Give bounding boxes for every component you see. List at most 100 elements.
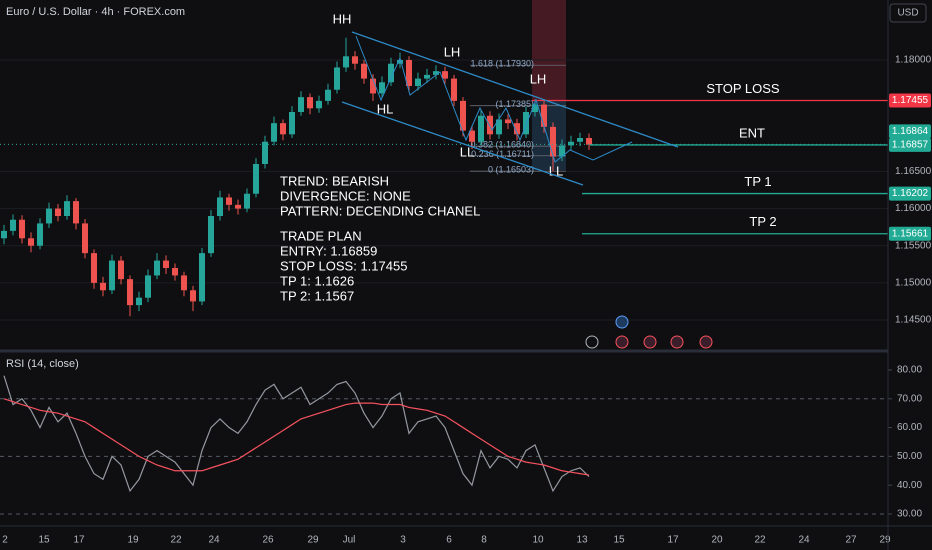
candle-body xyxy=(10,219,16,231)
x-tick-label: Jul xyxy=(343,535,356,546)
candle-body xyxy=(271,123,277,142)
candle-body xyxy=(514,123,520,135)
rsi-line xyxy=(3,375,590,493)
candle-body xyxy=(226,197,232,205)
candle-body xyxy=(100,282,106,291)
event-icon[interactable] xyxy=(643,335,657,349)
candle-body xyxy=(577,138,583,142)
price-box xyxy=(889,93,931,108)
candle-body xyxy=(127,279,133,306)
event-icon[interactable] xyxy=(699,335,713,349)
x-tick-label: 8 xyxy=(481,535,487,546)
y-tick-label: 1.16000 xyxy=(895,203,932,214)
candle-body xyxy=(244,193,250,209)
event-icon[interactable] xyxy=(615,335,629,349)
channel-upper xyxy=(351,31,679,148)
candle-body xyxy=(208,216,214,254)
candle-body xyxy=(496,119,502,135)
candle-body xyxy=(541,104,547,127)
candle-body xyxy=(190,290,196,302)
candle-body xyxy=(19,219,25,239)
y-tick-label: 30.00 xyxy=(897,509,922,520)
x-tick-label: 10 xyxy=(532,535,544,546)
candle-body xyxy=(1,230,7,239)
candle-body xyxy=(487,115,493,135)
x-tick-label: 20 xyxy=(711,535,723,546)
candle-body xyxy=(397,60,403,64)
candle-body xyxy=(235,204,241,209)
candle-body xyxy=(82,223,88,254)
candle-body xyxy=(163,260,169,268)
price-box xyxy=(889,226,931,241)
fib-label: 0.382 (1.16840) xyxy=(470,140,534,150)
currency-box[interactable] xyxy=(889,3,927,23)
price-box xyxy=(889,186,931,201)
rsi-title: RSI (14, close) xyxy=(6,358,79,370)
candle-body xyxy=(154,260,160,276)
fib-label: 0 (1.16503) xyxy=(488,165,534,175)
price-box xyxy=(889,124,931,139)
y-tick-label: 1.14500 xyxy=(895,315,932,326)
candle-body xyxy=(352,56,358,64)
candle-body xyxy=(199,253,205,302)
x-tick-label: 17 xyxy=(667,535,679,546)
candle-body xyxy=(460,100,466,131)
candle-body xyxy=(109,260,115,291)
y-tick-label: 40.00 xyxy=(897,480,922,491)
event-icon[interactable] xyxy=(585,335,599,349)
note: STOP LOSS: 1.17455 xyxy=(280,258,407,273)
event-icon[interactable] xyxy=(615,315,629,329)
price-box-label: 1.17455 xyxy=(892,95,929,106)
x-tick-label: 3 xyxy=(400,535,406,546)
y-tick-label: 60.00 xyxy=(897,422,922,433)
candle-body xyxy=(532,104,538,113)
candle-body xyxy=(550,126,556,157)
note: TREND: BEARISH xyxy=(280,173,389,188)
candle-body xyxy=(64,201,70,217)
currency: USD xyxy=(897,8,918,19)
x-tick-label: 15 xyxy=(38,535,50,546)
candle-body xyxy=(28,238,34,246)
x-tick-label: 19 xyxy=(127,535,139,546)
note: TP 2: 1.1567 xyxy=(280,288,354,303)
fib-label: 0.236 (1.16711) xyxy=(471,149,534,159)
candle-body xyxy=(37,223,43,246)
level-label: TP 1 xyxy=(744,174,771,189)
candle-body xyxy=(73,201,79,224)
x-tick-label: 2 xyxy=(2,535,8,546)
candle-body xyxy=(91,253,97,283)
candle-body xyxy=(262,141,268,165)
x-tick-label: 29 xyxy=(307,535,319,546)
wave-path xyxy=(355,35,633,163)
note: TP 1: 1.1626 xyxy=(280,273,354,288)
candle-body xyxy=(433,71,439,75)
y-tick-label: 50.00 xyxy=(897,451,922,462)
candle-body xyxy=(505,119,511,124)
candle-body xyxy=(307,97,313,109)
candle-body xyxy=(55,208,61,217)
x-tick-label: 13 xyxy=(576,535,588,546)
candle-body xyxy=(469,130,475,142)
candle-body xyxy=(406,60,412,87)
candle-body xyxy=(442,71,448,79)
symbol-title: Euro / U.S. Dollar · 4h · FOREX.com xyxy=(6,6,185,18)
event-icon[interactable] xyxy=(670,335,684,349)
level-label: STOP LOSS xyxy=(706,81,780,96)
candle-body xyxy=(388,63,394,83)
candle-body xyxy=(523,112,529,135)
candle-body xyxy=(181,275,187,291)
candle-body xyxy=(325,89,331,101)
candle-body xyxy=(361,63,367,79)
note: TRADE PLAN xyxy=(280,228,362,243)
fib-label: 1.618 (1.17930) xyxy=(470,59,534,69)
price-box-label: 1.16857 xyxy=(892,140,929,151)
candle-body xyxy=(316,100,322,109)
level-label: TP 2 xyxy=(749,214,776,229)
candle-body xyxy=(145,275,151,298)
x-tick-label: 24 xyxy=(798,535,810,546)
candle-body xyxy=(172,267,178,276)
x-tick-label: 6 xyxy=(446,535,452,546)
